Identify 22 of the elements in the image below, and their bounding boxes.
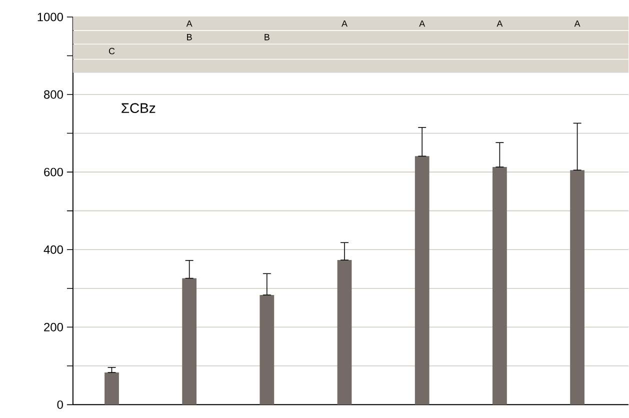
annotation: A <box>342 20 348 27</box>
annotation: A <box>496 20 503 27</box>
bar <box>182 278 197 405</box>
bar <box>260 295 274 405</box>
bar <box>337 260 352 405</box>
y-tick-label: 1000 <box>38 12 63 22</box>
bar <box>492 167 507 405</box>
y-tick-label: 200 <box>44 323 63 332</box>
y-tick-label: 800 <box>44 90 63 99</box>
y-tick-label: 400 <box>44 246 63 254</box>
annotation: C <box>108 48 115 54</box>
annotation: A <box>419 20 426 27</box>
annotation: A <box>186 20 192 27</box>
annotation: B <box>187 34 192 40</box>
annotation: ΣCBz <box>122 103 156 114</box>
annotation: A <box>574 20 580 27</box>
bar <box>414 156 430 405</box>
annotation: B <box>264 34 270 40</box>
y-tick-label: 0 <box>57 400 63 410</box>
y-tick-label: 600 <box>44 168 63 176</box>
bar <box>570 170 584 405</box>
bar <box>104 372 119 405</box>
